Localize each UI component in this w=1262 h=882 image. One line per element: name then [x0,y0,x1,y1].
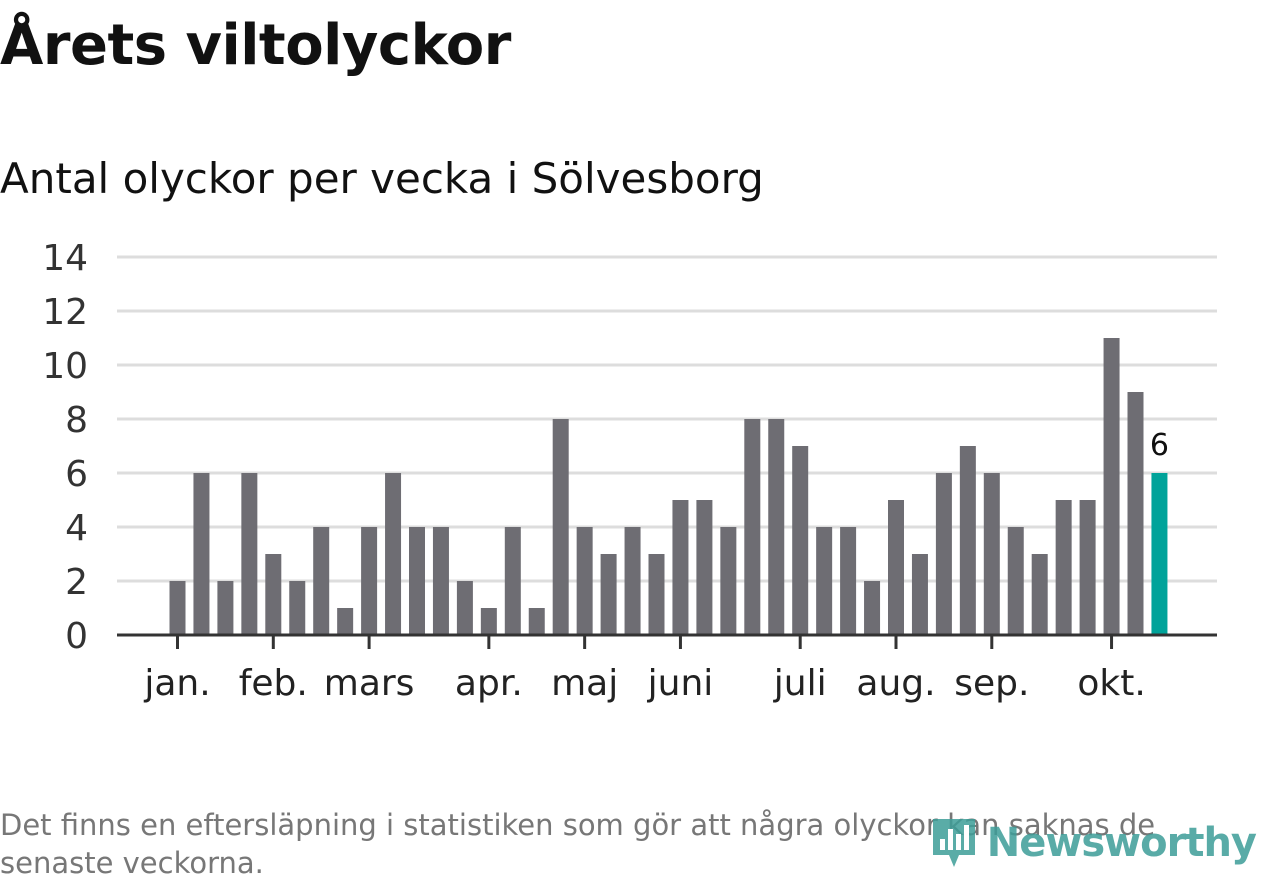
bar [337,608,354,635]
bar [169,581,186,635]
bar [888,500,904,635]
x-tick-label: juli [773,663,827,704]
x-tick-label: juni [647,663,714,704]
x-tick-label: mars [324,663,415,704]
bar [792,446,809,635]
bar [816,527,833,635]
bar [983,473,1000,635]
bar [744,419,761,635]
x-tick-label: jan. [143,663,210,704]
bar [241,473,258,635]
bar [313,527,330,635]
bar [864,581,881,635]
data-labels: 6 [1150,428,1169,463]
newsworthy-logo-icon [932,819,975,867]
bar [504,527,521,635]
bar [409,527,425,635]
bar [1007,527,1024,635]
x-tick-label: okt. [1077,663,1145,704]
bar [1079,500,1096,635]
page-title: Årets viltolyckor [0,13,511,78]
y-tick-label: 0 [65,616,88,657]
y-tick-label: 10 [42,346,88,387]
bar [456,581,473,635]
bar [385,473,402,635]
x-tick-label: aug. [856,663,935,704]
y-tick-label: 6 [65,454,88,495]
y-tick-label: 8 [65,400,88,441]
y-axis-ticks: 0 2 4 6 8 10 12 14 [42,238,88,657]
x-tick-label: apr. [455,663,523,704]
bar [720,527,737,635]
bar [576,527,593,635]
grid-lines [117,255,1217,583]
bar-chart: 0 2 4 6 8 10 12 14 jan. feb. mars apr. maj juni juli a… [42,238,1217,704]
x-tick-label: maj [551,663,618,704]
x-tick-label: sep. [954,663,1029,704]
bar [361,527,378,635]
chart-subtitle: Antal olyckor per vecka i Sölvesborg [0,154,764,203]
bar [935,473,952,635]
bar [624,527,641,635]
data-label: 6 [1150,428,1169,463]
bar [528,608,545,635]
bar [1103,338,1120,635]
y-tick-label: 2 [65,562,88,603]
bar [480,608,497,635]
bar [552,419,569,635]
bar [959,446,976,635]
bar [1031,554,1048,635]
bar-highlight [1151,473,1168,635]
bar [648,554,665,635]
bar [696,500,713,635]
bar [768,419,785,635]
bar [217,581,234,635]
bar [265,554,282,635]
bar [600,554,617,635]
bar [672,500,689,635]
bar [432,527,449,635]
bar [840,527,857,635]
y-tick-label: 12 [42,292,88,333]
brand-logo: Newsworthy [929,813,1257,873]
bar [193,473,210,635]
bars [169,338,1168,635]
bar [1055,500,1072,635]
y-tick-label: 4 [65,508,88,549]
x-tick-label: feb. [239,663,308,704]
x-axis-ticks: jan. feb. mars apr. maj juni juli aug. sep. okt. [143,635,1146,704]
y-tick-label: 14 [42,238,88,279]
bar [911,554,928,635]
brand-name: Newsworthy [986,820,1257,866]
bar [1127,392,1144,635]
bar [289,581,306,635]
